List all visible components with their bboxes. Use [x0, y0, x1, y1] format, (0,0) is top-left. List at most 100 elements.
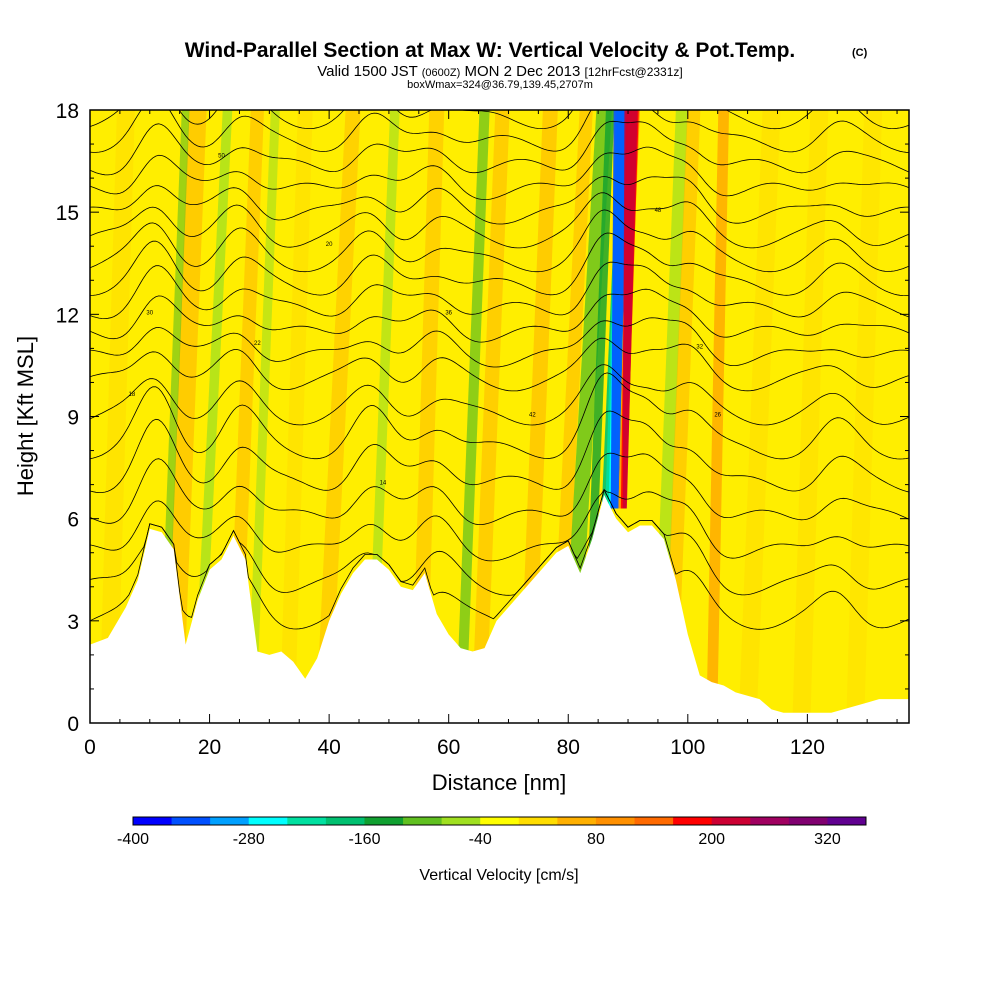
- contour-label: 30: [146, 310, 153, 316]
- theta-contour: [90, 489, 909, 562]
- theta-contour: [90, 410, 909, 493]
- colorbar-tick-label: -400: [117, 831, 149, 848]
- subtitle-utc: (0600Z): [422, 67, 461, 79]
- y-tick-label: 3: [67, 611, 79, 634]
- subtitle-forecast: [12hrFcst@2331z]: [585, 65, 683, 79]
- x-tick-label: 80: [557, 736, 580, 759]
- x-tick-label: 60: [437, 736, 460, 759]
- chart-subtitle-2: boxWmax=324@36.79,139.45,2707m: [407, 79, 593, 91]
- x-axis-label: Distance [nm]: [432, 770, 567, 795]
- velocity-band: [738, 110, 781, 723]
- theta-contour: [90, 364, 909, 426]
- colorbar-swatch: [287, 817, 327, 825]
- colorbar: -400 -280 -160 -40 80 200 320: [117, 816, 867, 848]
- copyright-mark: (C): [852, 47, 868, 59]
- theta-contour: [90, 146, 909, 201]
- updraft-core: [622, 110, 638, 509]
- colorbar-swatch: [827, 817, 867, 825]
- theta-contours: 30 50 20 36 42 48 32 26 14 18 22: [90, 110, 909, 630]
- colorbar-swatch: [364, 817, 404, 825]
- subtitle-date: MON 2 Dec 2013: [464, 63, 580, 80]
- contour-label: 50: [218, 154, 225, 160]
- colorbar-tick-label: -160: [348, 831, 380, 848]
- contour-label: 26: [714, 413, 721, 419]
- contour-label: 22: [254, 341, 261, 347]
- theta-contour: [90, 261, 909, 320]
- velocity-band: [792, 110, 829, 723]
- theta-contour: [90, 110, 909, 130]
- x-tick-label: 0: [84, 736, 96, 759]
- colorbar-swatch: [171, 817, 211, 825]
- colorbar-swatch: [673, 817, 713, 825]
- theta-contour: [90, 288, 909, 343]
- colorbar-swatch: [210, 817, 250, 825]
- colorbar-swatch: [634, 817, 674, 825]
- colorbar-label: Vertical Velocity [cm/s]: [419, 867, 578, 884]
- colorbar-tick-label: 80: [587, 831, 605, 848]
- colorbar-swatch: [788, 817, 828, 825]
- velocity-band: [411, 110, 445, 723]
- contour-label: 42: [529, 413, 536, 419]
- theta-contour: [90, 232, 909, 297]
- theta-contour: [90, 209, 909, 273]
- y-tick-label: 18: [56, 100, 79, 123]
- colorbar-swatch: [133, 817, 173, 825]
- colorbar-tick-label: 200: [698, 831, 725, 848]
- plot-area: 30 50 20 36 42 48 32 26 14 18 22: [90, 110, 909, 723]
- colorbar-swatch: [595, 817, 636, 825]
- x-tick-label: 100: [670, 736, 705, 759]
- colorbar-swatch: [557, 817, 597, 825]
- contour-label: 36: [445, 310, 452, 316]
- velocity-band: [279, 110, 313, 723]
- colorbar-swatch: [248, 817, 288, 825]
- theta-contour: [90, 452, 909, 525]
- velocity-band: [518, 110, 558, 723]
- chart-title: Wind-Parallel Section at Max W: Vertical…: [185, 39, 796, 62]
- contour-label: 20: [326, 242, 333, 248]
- y-tick-label: 0: [67, 713, 79, 736]
- theta-contour: [90, 176, 909, 225]
- theta-contour: [90, 110, 909, 153]
- theta-contour: [90, 488, 909, 596]
- subtitle-valid: Valid 1500 JST: [317, 63, 417, 80]
- contour-label: 48: [655, 208, 662, 214]
- x-tick-label: 20: [198, 736, 221, 759]
- y-tick-label: 6: [67, 509, 79, 532]
- velocity-band: [98, 110, 135, 723]
- colorbar-swatch: [480, 817, 520, 825]
- y-tick-label: 12: [56, 304, 79, 327]
- velocity-field: [98, 110, 883, 723]
- theta-contour: [90, 120, 909, 176]
- y-axis-label: Height [Kft MSL]: [13, 336, 38, 496]
- chart-subtitle: Valid 1500 JST (0600Z) MON 2 Dec 2013 [1…: [317, 63, 683, 80]
- y-tick-label: 9: [67, 407, 79, 430]
- velocity-band: [192, 110, 233, 723]
- colorbar-swatch: [750, 817, 790, 825]
- velocity-band: [471, 110, 510, 723]
- x-tick-label: 40: [317, 736, 340, 759]
- velocity-band: [315, 110, 361, 723]
- x-tick-label: 120: [790, 736, 825, 759]
- y-tick-label: 15: [56, 202, 79, 225]
- colorbar-swatch: [441, 817, 481, 825]
- theta-contour: [90, 317, 909, 368]
- velocity-band: [246, 110, 280, 723]
- theta-contour: [90, 337, 909, 392]
- velocity-band: [455, 110, 490, 723]
- theta-contour: [90, 192, 909, 249]
- colorbar-tick-label: -280: [233, 831, 265, 848]
- colorbar-swatch: [403, 817, 443, 825]
- colorbar-tick-label: 320: [814, 831, 841, 848]
- colorbar-tick-label: -40: [469, 831, 492, 848]
- theta-contour: [90, 372, 909, 460]
- colorbar-swatch: [325, 817, 365, 825]
- contour-label: 14: [380, 481, 387, 487]
- colorbar-frame: [132, 816, 867, 826]
- colorbar-swatch: [518, 817, 558, 825]
- contour-label: 32: [696, 344, 703, 350]
- colorbar-swatch: [711, 817, 751, 825]
- terrain-mask: [90, 494, 909, 723]
- contour-label: 18: [129, 392, 136, 398]
